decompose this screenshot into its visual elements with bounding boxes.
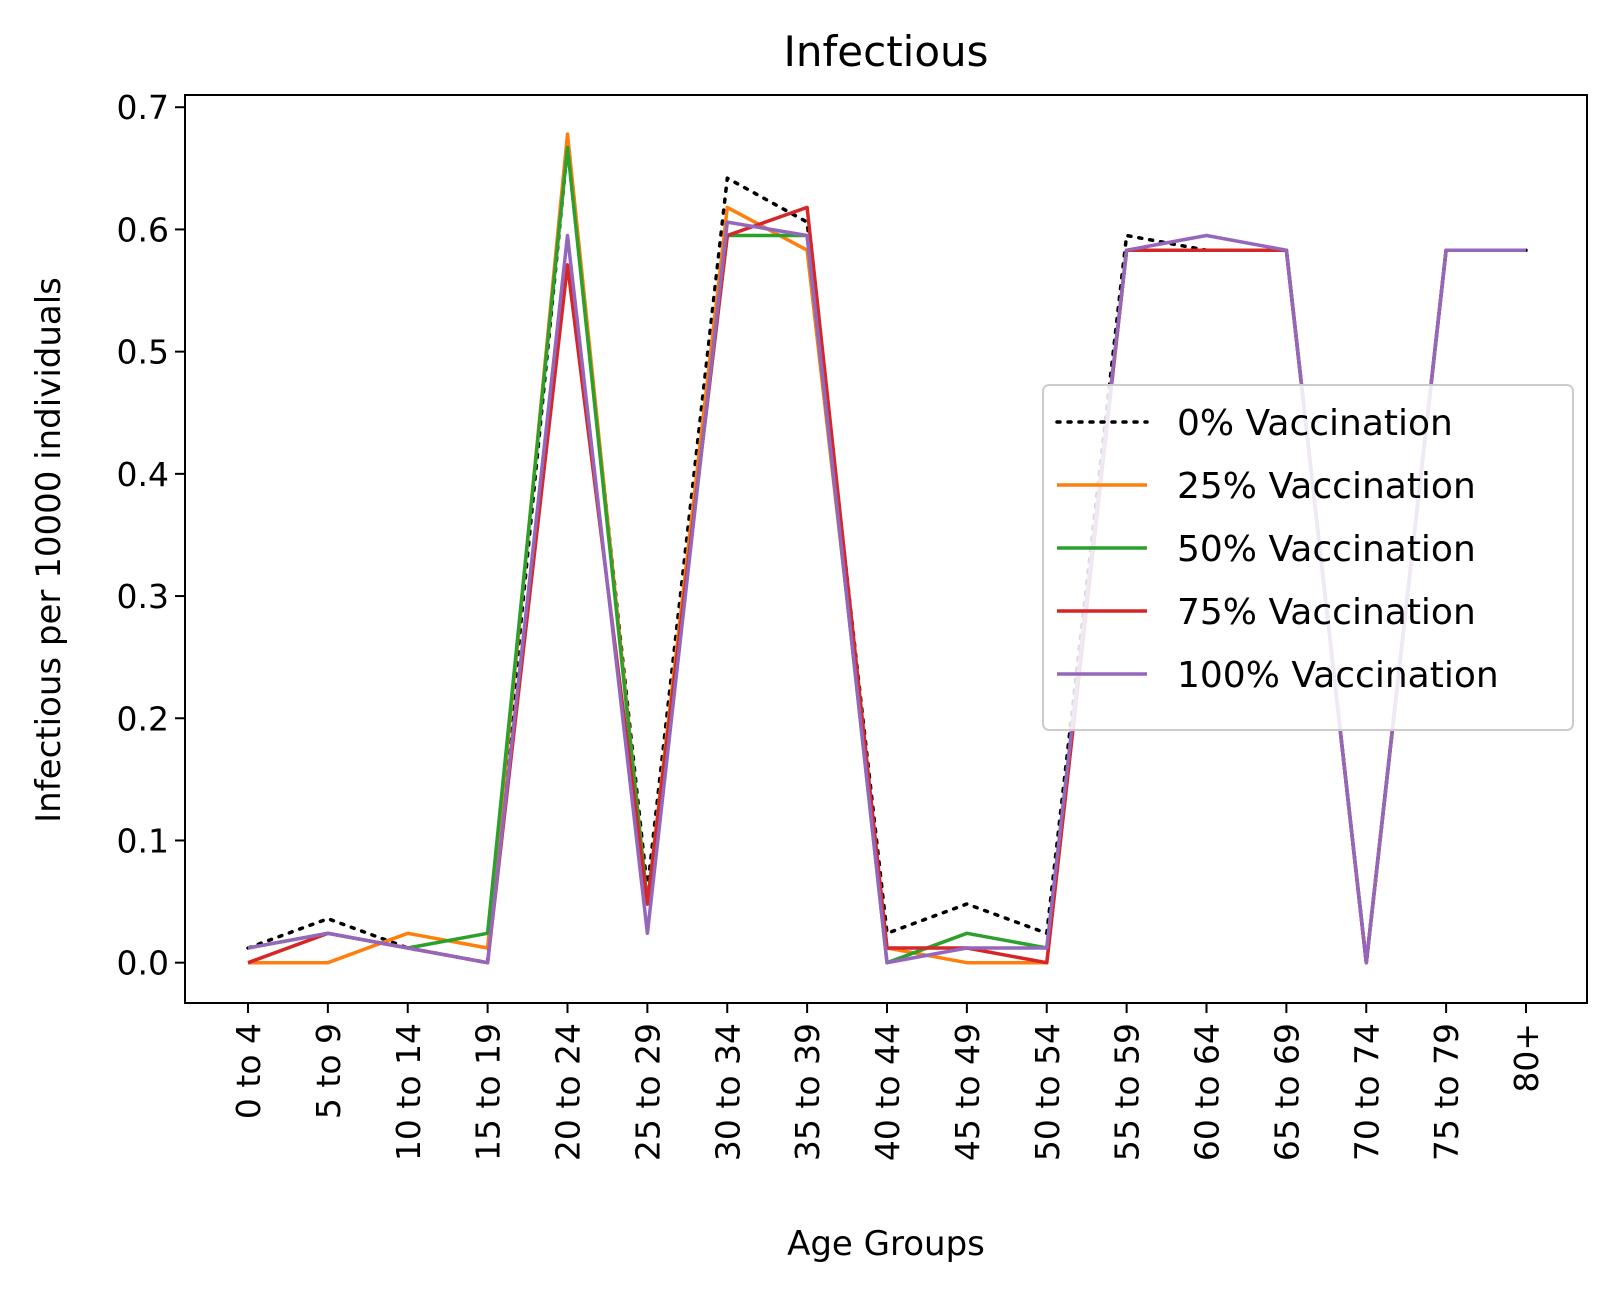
- x-tick-label: 15 to 19: [469, 1023, 508, 1161]
- y-tick-label: 0.1: [117, 821, 169, 860]
- x-tick-label: 25 to 29: [628, 1023, 667, 1161]
- x-tick-label: 75 to 79: [1427, 1023, 1466, 1161]
- x-tick-label: 10 to 14: [389, 1023, 428, 1161]
- y-axis-ticks: 0.0 0.1 0.2 0.3 0.4 0.5 0.6 0.7: [117, 88, 185, 983]
- y-tick-label: 0.0: [117, 944, 169, 983]
- y-tick-label: 0.3: [117, 577, 169, 616]
- legend-label: 75% Vaccination: [1177, 592, 1476, 633]
- x-tick-label: 20 to 24: [549, 1023, 588, 1161]
- x-tick-label: 65 to 69: [1267, 1023, 1306, 1161]
- y-tick-label: 0.2: [117, 699, 169, 738]
- x-tick-label: 60 to 64: [1188, 1023, 1227, 1161]
- x-tick-label: 70 to 74: [1347, 1023, 1386, 1161]
- legend-label: 25% Vaccination: [1177, 466, 1476, 507]
- x-tick-label: 0 to 4: [229, 1023, 268, 1119]
- plot-frame: [184, 94, 1588, 1004]
- legend-label: 0% Vaccination: [1177, 403, 1453, 444]
- x-tick-label: 5 to 9: [309, 1023, 348, 1119]
- x-axis-ticks: 0 to 4 5 to 9 10 to 14 15 to 19 20 to 24 25 t…: [229, 1003, 1546, 1161]
- legend-box: [1042, 384, 1574, 731]
- x-axis-label: Age Groups: [787, 1224, 985, 1264]
- x-tick-label: 30 to 34: [708, 1023, 747, 1161]
- y-tick-label: 0.7: [117, 88, 169, 127]
- legend: 0% Vaccination 25% Vaccination 50% Vaccina…: [1042, 384, 1574, 731]
- legend-label: 50% Vaccination: [1177, 529, 1476, 570]
- y-tick-label: 0.6: [117, 210, 169, 249]
- legend-label: 100% Vaccination: [1177, 655, 1499, 696]
- x-tick-label: 45 to 49: [948, 1023, 987, 1161]
- x-tick-label: 35 to 39: [788, 1023, 827, 1161]
- x-tick-label: 40 to 44: [868, 1023, 907, 1161]
- x-tick-label: 50 to 54: [1028, 1023, 1067, 1161]
- x-tick-label: 55 to 59: [1108, 1023, 1147, 1161]
- y-tick-label: 0.4: [117, 455, 169, 494]
- y-axis-label: Infectious per 10000 individuals: [29, 277, 69, 823]
- chart-title: Infectious: [783, 27, 988, 76]
- x-tick-label: 80+: [1507, 1023, 1546, 1093]
- y-tick-label: 0.5: [117, 333, 169, 372]
